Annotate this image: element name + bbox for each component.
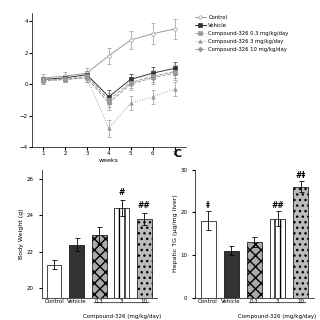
Bar <box>224 251 239 298</box>
Bar <box>201 221 216 298</box>
Y-axis label: Body Weight (g): Body Weight (g) <box>19 208 24 259</box>
Bar <box>69 244 84 320</box>
Bar <box>115 208 129 320</box>
Text: Compound-326 (mg/kg/day): Compound-326 (mg/kg/day) <box>83 314 161 319</box>
Bar <box>270 219 285 298</box>
Text: #‡: #‡ <box>296 171 306 180</box>
Bar <box>137 219 152 320</box>
Text: ##: ## <box>271 201 284 210</box>
Bar <box>47 265 61 320</box>
Bar <box>293 187 308 298</box>
Legend: Control, Vehicle, Compound-326 0.3 mg/kg/day, Compound-326 3 mg/kg/day, Compound: Control, Vehicle, Compound-326 0.3 mg/kg… <box>195 15 289 52</box>
Bar <box>92 236 107 320</box>
Y-axis label: Hepatic TG (μg/mg liver): Hepatic TG (μg/mg liver) <box>173 195 178 272</box>
Text: C: C <box>174 149 182 159</box>
Text: Compound-326 (mg/kg/day): Compound-326 (mg/kg/day) <box>238 314 317 319</box>
Text: ##: ## <box>138 201 151 210</box>
Text: ‡: ‡ <box>206 201 210 210</box>
Bar <box>247 242 262 298</box>
Text: #: # <box>118 188 125 197</box>
X-axis label: weeks: weeks <box>99 158 119 163</box>
